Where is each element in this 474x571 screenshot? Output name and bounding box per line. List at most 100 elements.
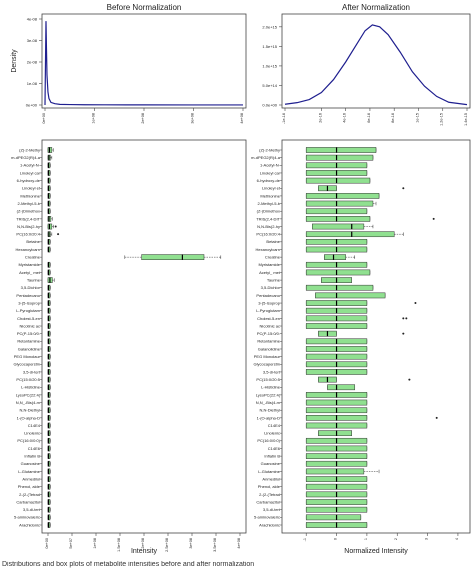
before-box-category-label: PEG Monolaur xyxy=(14,354,41,359)
after-box-box-iqr xyxy=(305,216,371,222)
after-density-line xyxy=(284,24,468,106)
before-ytick-label: 1e-08 xyxy=(27,81,38,86)
after-box-box-5 xyxy=(305,177,371,184)
before-box-box-42 xyxy=(47,460,51,467)
after-box-box-iqr xyxy=(324,254,346,260)
after-box-box-19 xyxy=(305,284,374,291)
before-box-category-label: PC(15:0/20:5 xyxy=(16,377,40,382)
after-box-category-label: L-Histidine xyxy=(261,385,281,390)
after-box-box-iqr xyxy=(305,154,374,161)
after-box-category-label: L-Glutamine xyxy=(258,469,281,474)
before-xtick-label: 3e+08 xyxy=(191,113,195,124)
before-box-box-8 xyxy=(47,200,51,207)
before-box-xtick-label: 4e+08 xyxy=(237,538,241,549)
before-box-box-36 xyxy=(47,415,51,421)
after-title: After Normalization xyxy=(342,3,410,12)
before-box-box-24 xyxy=(47,323,51,329)
before-box-box-34 xyxy=(47,399,51,406)
after-box-category-label: 3,5-Dichlor xyxy=(261,285,281,290)
before-box-xtick-label: 2e+08 xyxy=(141,538,145,549)
before-box-category-label: L-Histidine xyxy=(21,385,41,390)
before-box-category-label: C14E4 xyxy=(28,423,41,428)
before-box-box-17 xyxy=(47,269,51,276)
before-box-xtick-label: 1e+08 xyxy=(93,538,97,549)
after-box-box-17 xyxy=(305,269,371,276)
after-box-category-label: Betaine xyxy=(266,239,280,244)
after-box-box-iqr xyxy=(305,193,380,199)
before-box-category-label: Arachidonic xyxy=(19,522,40,527)
before-box-category-label: (Z)-2-Methy xyxy=(19,147,40,152)
after-box-category-label: 1-(O-alpha-D xyxy=(257,415,280,420)
after-xtick-label: 1.2e-15 xyxy=(440,113,444,126)
before-box-box-11 xyxy=(47,223,57,230)
before-box-category-label: 3,5-di-tert xyxy=(23,369,41,374)
after-box-box-32 xyxy=(327,384,356,391)
after-box-box-34 xyxy=(305,399,368,406)
after-box-category-label: 3-(5-Isoprop xyxy=(258,300,281,305)
after-box-box-iqr xyxy=(315,292,386,299)
before-box-outlier xyxy=(57,233,60,236)
after-box-box-iqr xyxy=(305,231,395,238)
after-box-category-label: Anmedilol xyxy=(262,476,280,481)
after-box-box-28 xyxy=(305,353,368,360)
before-box-category-label: Creatine xyxy=(25,255,41,260)
before-box-box-14 xyxy=(47,246,51,253)
before-box-box-28 xyxy=(47,353,51,360)
after-box-box-18 xyxy=(321,277,352,283)
after-box-box-15 xyxy=(324,254,356,260)
after-box-xtick-label: -1 xyxy=(303,538,307,541)
after-box-category-label: 5-aminovaleric xyxy=(254,515,280,520)
before-box-category-label: PC(16:0/20:4 xyxy=(16,232,40,237)
before-box-category-label: Hexanoylcarn xyxy=(16,247,40,252)
after-box-box-iqr xyxy=(305,269,371,276)
after-box-frame xyxy=(281,139,471,534)
before-box-xtick-label: 5e+07 xyxy=(69,538,73,549)
after-box-outlier xyxy=(402,332,405,335)
after-box-box-iqr xyxy=(305,514,362,521)
after-box-category-label: N,N-Diethyl xyxy=(260,408,281,413)
before-box-category-label: 2-Methyl-5-b xyxy=(18,201,41,206)
before-box-category-label: Guanosine xyxy=(21,461,41,466)
after-box-category-label: Nicotinic ac xyxy=(260,323,280,328)
before-box-box-20 xyxy=(47,292,51,299)
before-frame xyxy=(41,13,247,109)
after-box-box-42 xyxy=(305,460,368,467)
before-box-category-label: Nicotinic ac xyxy=(20,323,40,328)
before-box-category-label: 1-(O-alpha-D xyxy=(17,415,40,420)
before-box-category-label: Linoleyl et xyxy=(22,186,41,191)
before-box-box-47 xyxy=(47,499,51,505)
after-box-box-23 xyxy=(305,315,408,322)
before-box-box-32 xyxy=(47,384,51,391)
before-box-box-45 xyxy=(47,483,51,490)
after-box-category-label: Linolenic xyxy=(264,431,280,436)
before-box-category-label: N,N_-Bis(4-m xyxy=(16,400,41,405)
before-box-frame xyxy=(41,139,247,534)
after-box-box-14 xyxy=(305,246,368,253)
before-box-box-16 xyxy=(47,261,51,268)
after-box-box-41 xyxy=(305,453,368,459)
before-box-category-label: Linoleyl car xyxy=(20,170,41,175)
after-box-category-label: Glycocaperstin xyxy=(254,362,280,367)
after-box-box-iqr xyxy=(327,384,356,391)
before-box-box-29 xyxy=(47,361,51,368)
after-box-category-label: Linoleyl et xyxy=(262,186,281,191)
before-box-box-2 xyxy=(47,154,53,161)
after-box-box-9 xyxy=(305,208,368,215)
after-box-category-label: 6-hydroxy-de xyxy=(257,178,281,183)
after-box-outlier xyxy=(435,416,438,419)
before-box-category-label: Pentadecano xyxy=(16,293,40,298)
after-box-box-45 xyxy=(305,483,368,490)
figure-caption: Distributions and box plots of metabolit… xyxy=(2,561,255,568)
after-box-box-40 xyxy=(305,445,368,452)
before-box-box-22 xyxy=(47,307,51,314)
before-box-box-1 xyxy=(47,147,54,153)
before-box-box-38 xyxy=(47,430,51,437)
after-box-category-label: PC(15:0/20:5 xyxy=(256,377,280,382)
before-box-box-12 xyxy=(47,231,60,238)
after-ytick-label: 1.0e+15 xyxy=(262,63,277,68)
after-frame xyxy=(281,13,471,109)
after-box-box-47 xyxy=(305,499,368,505)
before-box-category-label: LysoPC(22:4( xyxy=(16,392,41,397)
after-box-box-iqr xyxy=(305,147,377,153)
after-box-category-label: L-Pyroglutam xyxy=(256,308,280,313)
